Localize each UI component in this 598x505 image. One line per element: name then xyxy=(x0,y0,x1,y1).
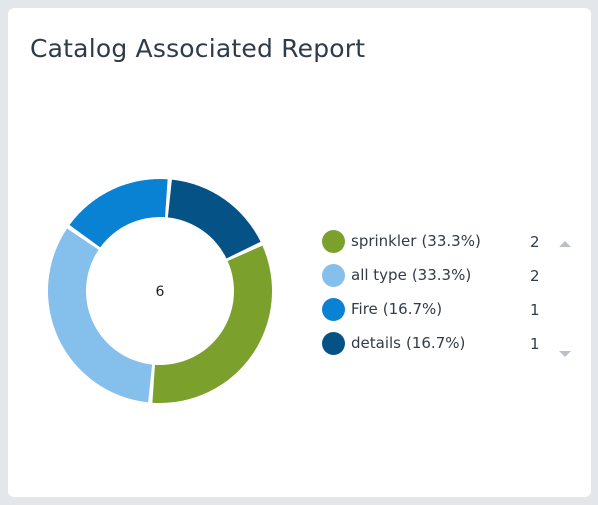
caret-down-icon[interactable] xyxy=(559,351,571,357)
caret-up-icon[interactable] xyxy=(559,241,571,247)
legend-item-fire[interactable]: Fire (16.7%) 1 xyxy=(322,296,572,330)
card-title: Catalog Associated Report xyxy=(30,34,366,63)
legend-swatch xyxy=(322,264,345,287)
donut-slice-fire[interactable] xyxy=(69,179,168,248)
legend-count: 1 xyxy=(530,335,540,353)
donut-chart: 6 xyxy=(47,179,272,403)
legend-swatch xyxy=(322,230,345,253)
legend-swatch xyxy=(322,332,345,355)
donut-slice-details[interactable] xyxy=(167,179,261,259)
legend-swatch xyxy=(322,298,345,321)
legend-label: Fire (16.7%) xyxy=(351,300,443,318)
donut-slice-all-type[interactable] xyxy=(47,228,153,403)
chart-legend: sprinkler (33.3%) 2 all type (33.3%) 2 Fir… xyxy=(322,228,572,364)
donut-center-total: 6 xyxy=(156,284,165,300)
legend-item-details[interactable]: details (16.7%) 1 xyxy=(322,330,572,364)
legend-label: all type (33.3%) xyxy=(351,266,472,284)
legend-item-sprinkler[interactable]: sprinkler (33.3%) 2 xyxy=(322,228,572,262)
legend-item-all-type[interactable]: all type (33.3%) 2 xyxy=(322,262,572,296)
donut-slice-sprinkler[interactable] xyxy=(152,245,272,403)
legend-count: 2 xyxy=(530,233,540,251)
legend-label: sprinkler (33.3%) xyxy=(351,232,481,250)
legend-label: details (16.7%) xyxy=(351,334,466,352)
report-card: Catalog Associated Report 6 sprinkler (33… xyxy=(8,8,591,497)
legend-count: 1 xyxy=(530,301,540,319)
legend-count: 2 xyxy=(530,267,540,285)
